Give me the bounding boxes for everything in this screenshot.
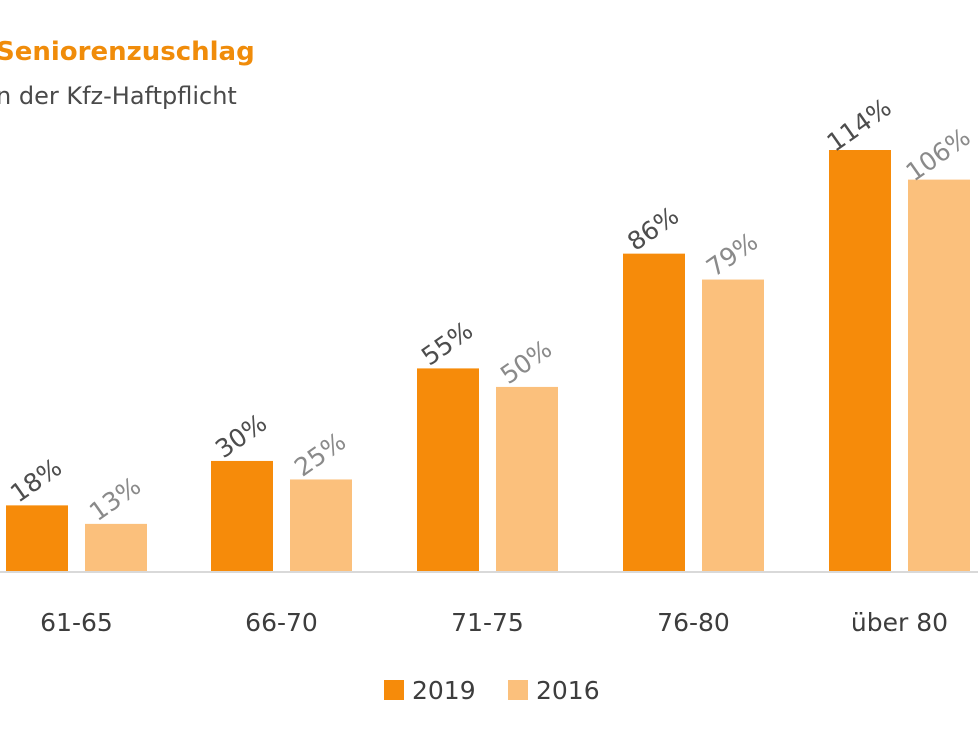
data-label-2019-3: 55%: [416, 316, 478, 372]
bar-2016-3: [496, 386, 558, 572]
legend-label-2019: 2019: [412, 676, 476, 705]
data-label-2016-1: 13%: [84, 471, 146, 527]
data-label-2019-1: 18%: [5, 453, 67, 509]
bar-2019-2: [211, 460, 273, 572]
legend-swatch-2016: [508, 680, 528, 700]
category-label-4: 76-80: [657, 608, 730, 637]
category-label-5: über 80: [851, 608, 948, 637]
data-label-2019-2: 30%: [210, 408, 272, 464]
data-label-2019-4: 86%: [622, 201, 684, 257]
bar-2016-1: [85, 523, 147, 572]
chart-title: Seniorenzuschlag: [0, 37, 255, 67]
legend-swatch-2019: [384, 680, 404, 700]
category-label-2: 66-70: [245, 608, 318, 637]
bar-2016-5: [908, 179, 970, 573]
chart-subtitle: n der Kfz-Haftpflicht: [0, 82, 237, 110]
data-label-2019-5: 114%: [822, 93, 897, 158]
bar-2016-4: [702, 279, 764, 572]
data-label-2016-5: 106%: [901, 122, 976, 187]
category-label-3: 71-75: [451, 608, 524, 637]
data-label-2016-2: 25%: [289, 427, 351, 483]
bar-2019-4: [623, 253, 685, 573]
bar-2019-5: [829, 150, 891, 572]
data-label-2016-3: 50%: [495, 334, 557, 390]
bar-2016-2: [290, 479, 352, 572]
data-label-2016-4: 79%: [701, 227, 763, 283]
legend: 2019 2016: [384, 676, 600, 705]
bar-2019-1: [6, 505, 68, 572]
bars-group: 18% 13% 30% 25% 55% 50% 86% 79% 114% 106%: [5, 93, 976, 573]
bar-2019-3: [417, 368, 479, 572]
category-label-1: 61-65: [40, 608, 113, 637]
legend-label-2016: 2016: [536, 676, 600, 705]
category-labels: 61-65 66-70 71-75 76-80 über 80: [40, 608, 948, 637]
